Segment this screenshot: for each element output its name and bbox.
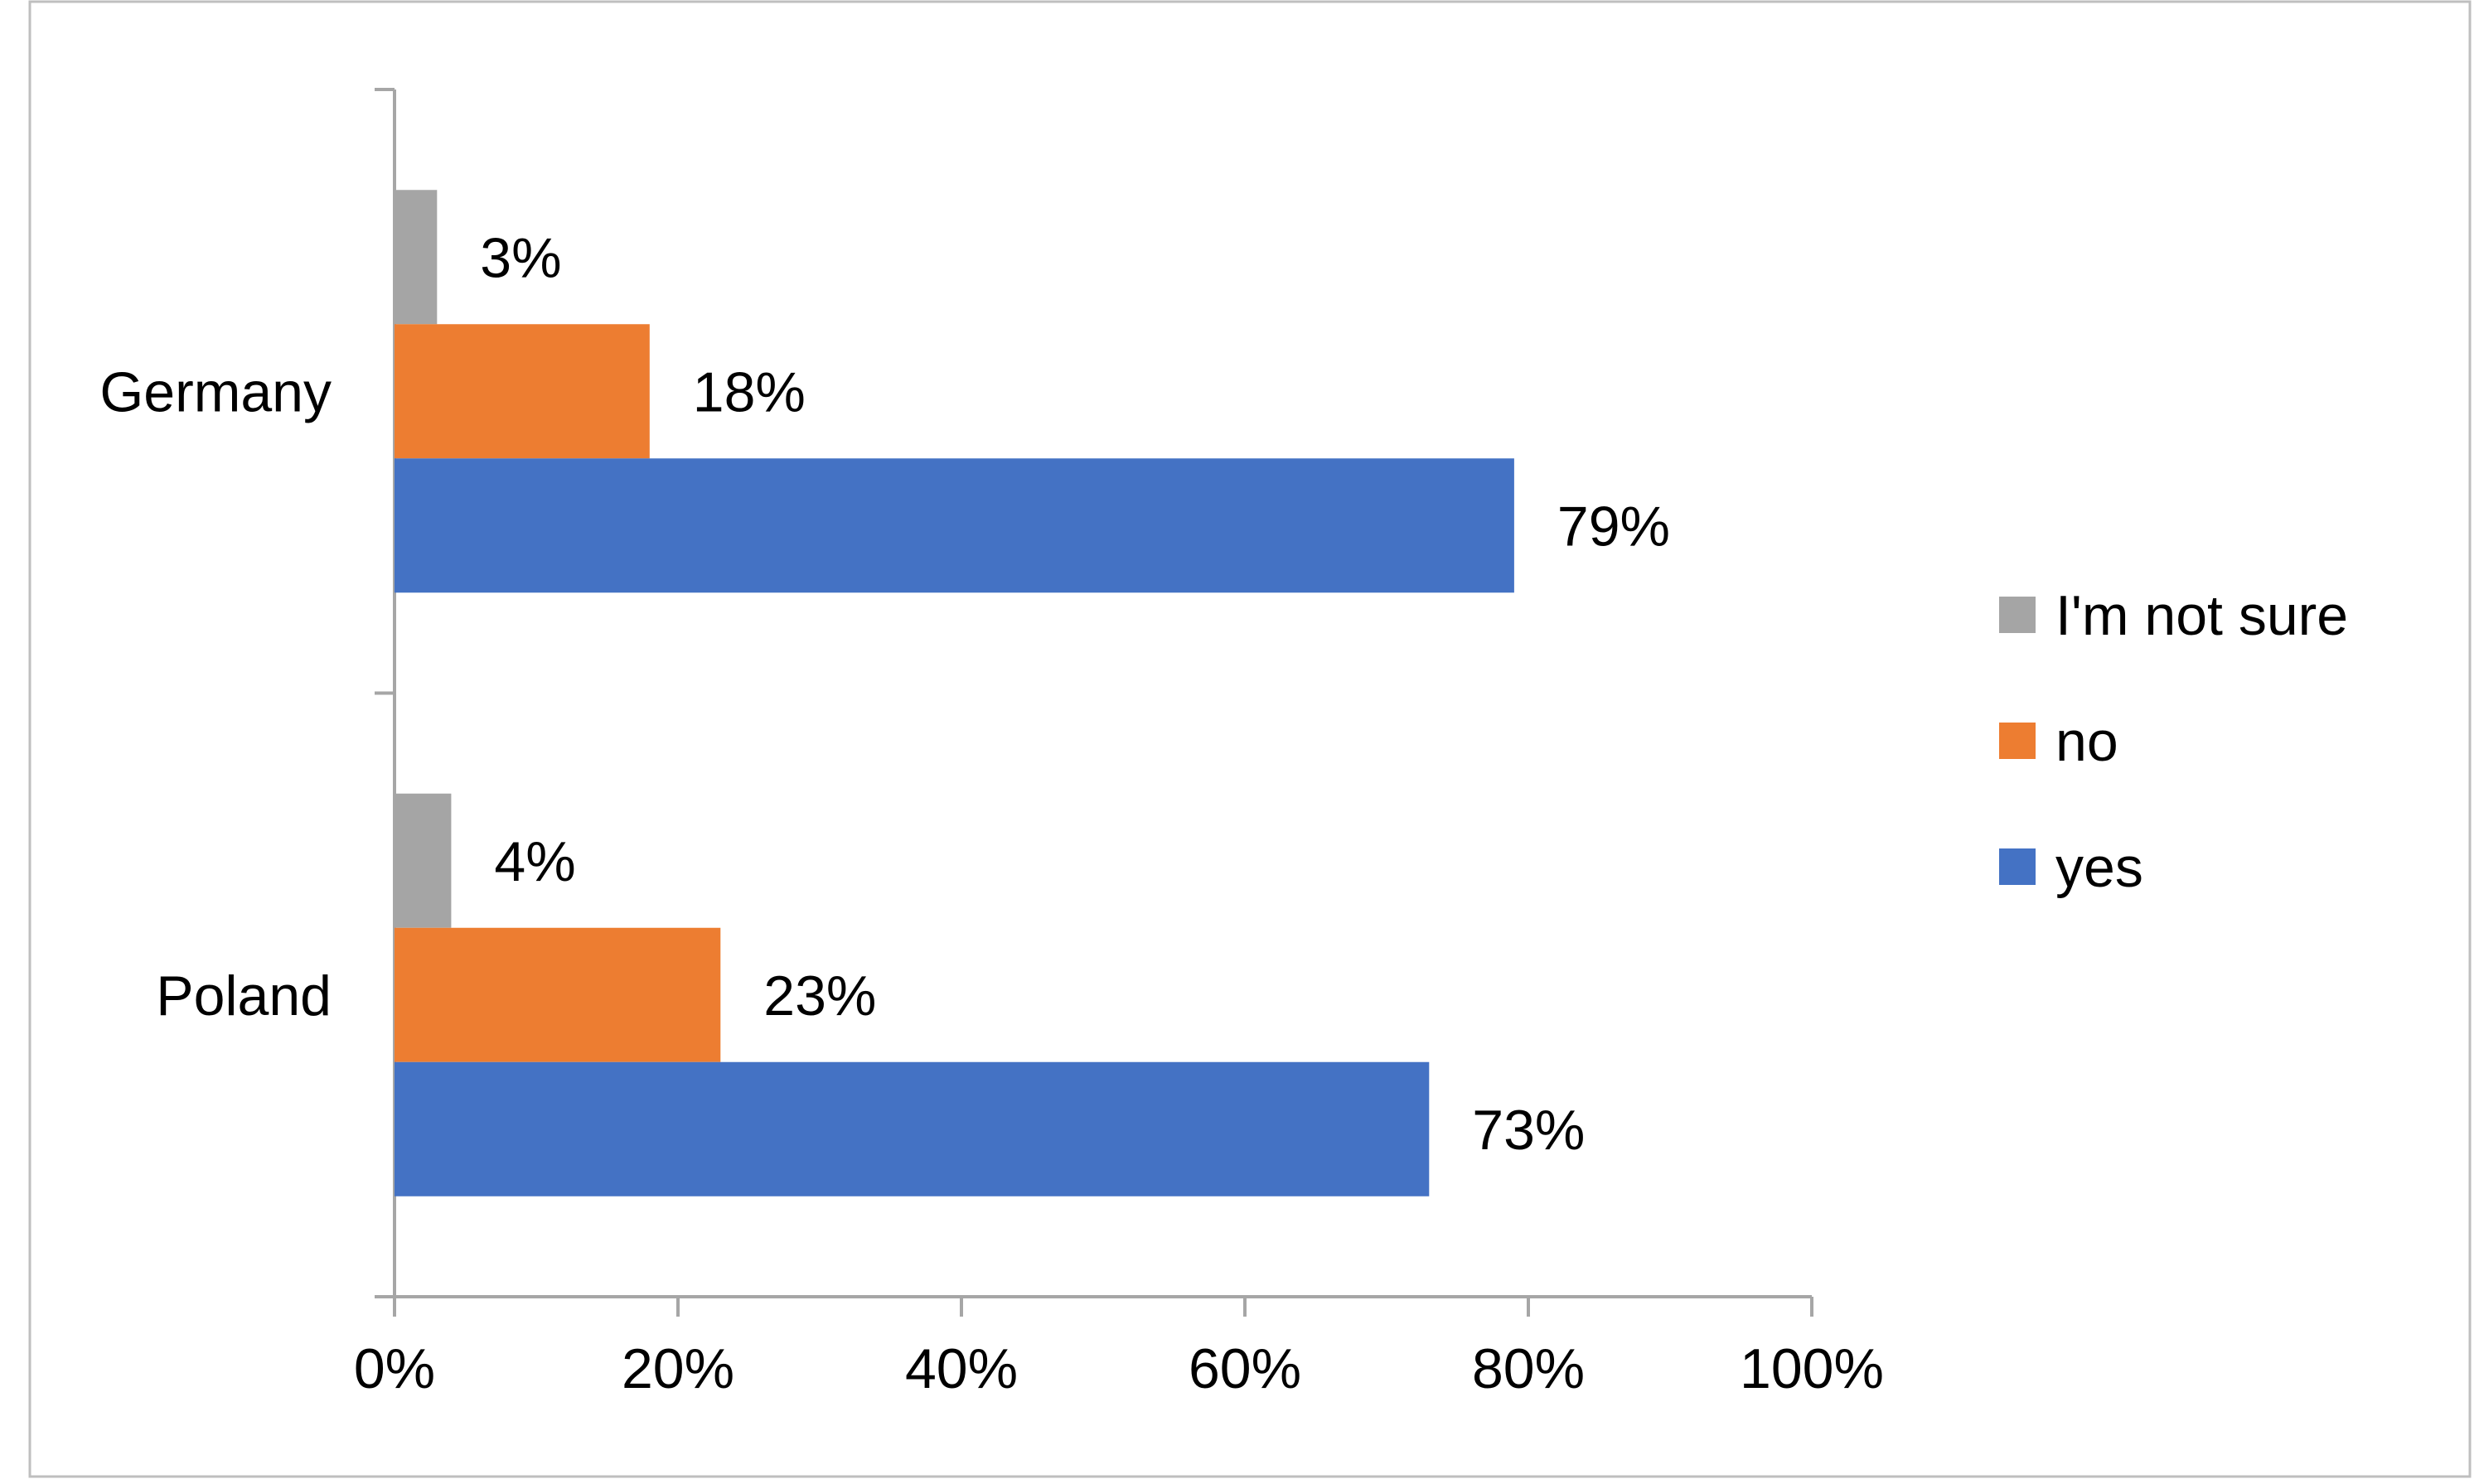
x-tick-label: 0%	[354, 1337, 435, 1400]
data-label: 3%	[480, 226, 561, 289]
x-tick-label: 40%	[905, 1337, 1018, 1400]
bars	[395, 190, 1514, 1196]
bar-poland-2	[395, 1061, 1430, 1196]
category-label: Germany	[99, 360, 332, 423]
bar-poland-0	[395, 793, 452, 928]
legend-label: I'm not sure	[2055, 584, 2348, 647]
data-label: 23%	[763, 964, 876, 1027]
data-label: 73%	[1472, 1099, 1585, 1162]
legend: I'm not sure no yes	[1999, 584, 2348, 899]
legend-label: no	[2055, 710, 2118, 773]
data-labels: 3% 18% 79% 4% 23% 73%	[480, 226, 1670, 1162]
bar-germany-1	[395, 324, 650, 459]
data-label: 79%	[1557, 495, 1670, 558]
legend-swatch	[1999, 597, 2036, 633]
x-tick-label: 20%	[622, 1337, 734, 1400]
data-label: 4%	[494, 830, 575, 893]
legend-label: yes	[2055, 836, 2143, 899]
category-labels: Germany Poland	[99, 360, 332, 1027]
category-label: Poland	[156, 964, 332, 1027]
legend-swatch	[1999, 723, 2036, 759]
x-tick-label: 60%	[1189, 1337, 1301, 1400]
x-tick-label: 100%	[1740, 1337, 1884, 1400]
bar-poland-1	[395, 927, 721, 1062]
legend-swatch	[1999, 848, 2036, 885]
x-tick-label: 80%	[1472, 1337, 1585, 1400]
bar-germany-2	[395, 458, 1514, 593]
chart-border	[28, 0, 2472, 1478]
data-label: 18%	[693, 360, 806, 423]
bar-germany-0	[395, 190, 438, 325]
tick-labels: 0% 20% 40% 60% 80% 100%	[354, 1337, 1884, 1400]
